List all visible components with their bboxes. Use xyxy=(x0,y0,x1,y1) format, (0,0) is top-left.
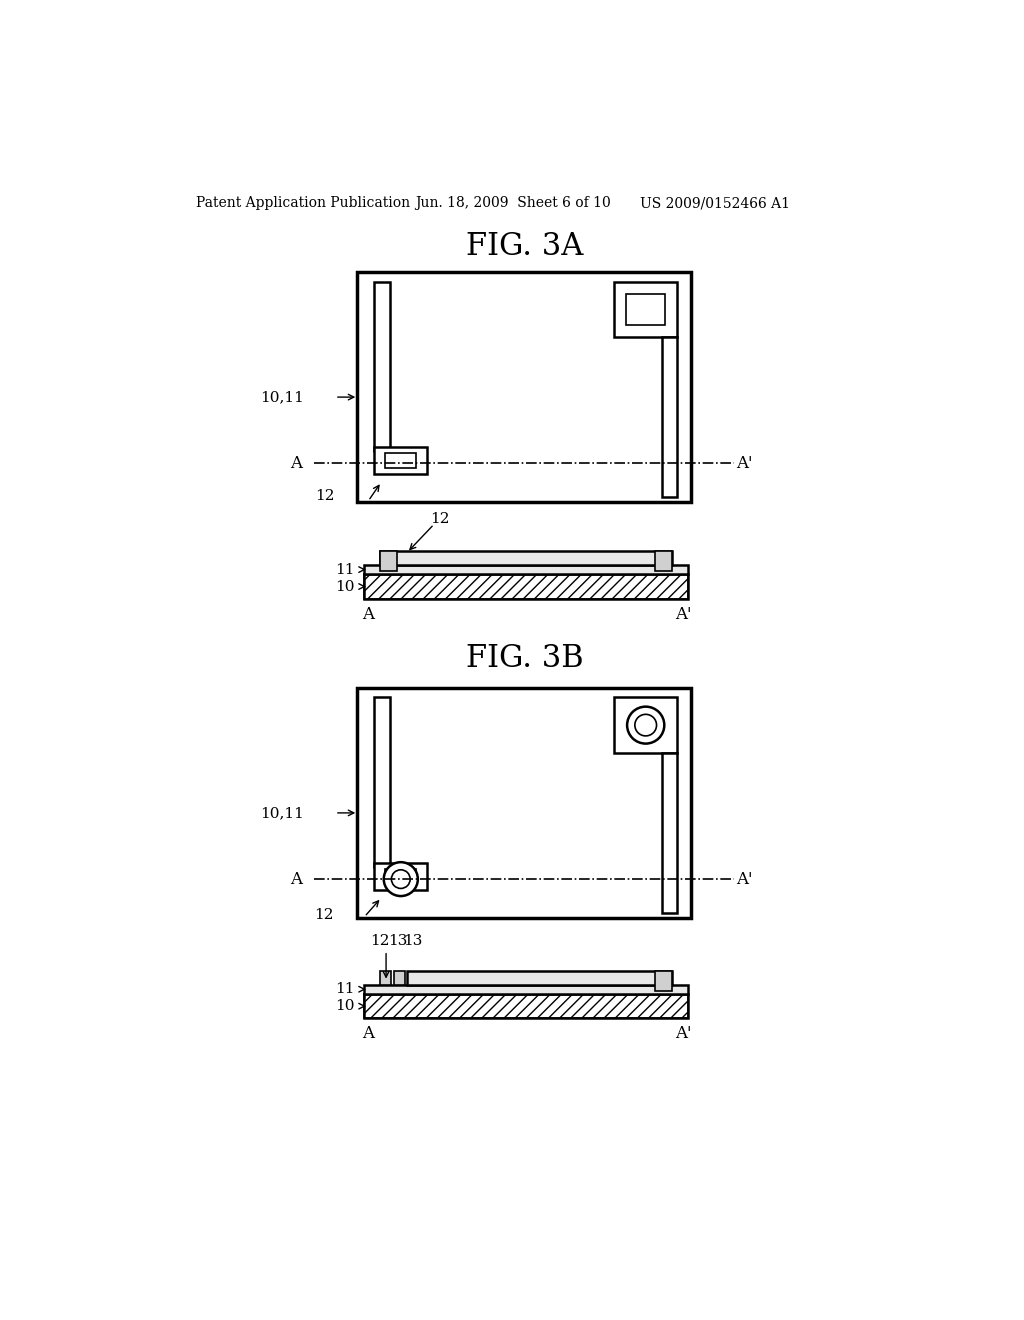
Bar xyxy=(655,970,672,991)
Text: A: A xyxy=(291,455,302,471)
Text: A: A xyxy=(362,606,374,623)
Text: 11: 11 xyxy=(336,562,355,577)
Bar xyxy=(375,697,390,867)
Bar xyxy=(365,574,687,599)
Text: Jun. 18, 2009  Sheet 6 of 10: Jun. 18, 2009 Sheet 6 of 10 xyxy=(415,197,610,210)
Text: Patent Application Publication: Patent Application Publication xyxy=(197,197,411,210)
Circle shape xyxy=(627,706,665,743)
Bar xyxy=(385,869,417,884)
Bar xyxy=(365,565,687,574)
Text: 10,11: 10,11 xyxy=(260,807,304,820)
Text: 13: 13 xyxy=(388,935,407,949)
Text: FIG. 3B: FIG. 3B xyxy=(466,643,584,675)
Bar xyxy=(662,752,678,913)
Bar xyxy=(662,337,678,498)
Text: 10,11: 10,11 xyxy=(260,391,304,404)
Text: 12: 12 xyxy=(314,908,334,921)
Bar xyxy=(375,447,427,474)
Bar xyxy=(380,552,397,572)
Circle shape xyxy=(384,862,418,896)
Bar xyxy=(380,552,672,565)
Text: FIG. 3A: FIG. 3A xyxy=(466,231,584,263)
Bar xyxy=(375,863,427,890)
Bar xyxy=(365,985,687,994)
Text: US 2009/0152466 A1: US 2009/0152466 A1 xyxy=(640,197,790,210)
Text: A': A' xyxy=(676,1026,692,1043)
Bar xyxy=(365,994,687,1019)
Bar xyxy=(394,970,404,985)
Bar xyxy=(627,294,665,325)
Text: 12: 12 xyxy=(371,935,390,949)
Text: A': A' xyxy=(736,455,753,471)
Bar xyxy=(365,994,687,1019)
Text: 10: 10 xyxy=(336,999,355,1014)
Text: 12: 12 xyxy=(315,488,335,503)
Circle shape xyxy=(391,870,411,888)
Text: 10: 10 xyxy=(336,579,355,594)
Bar xyxy=(655,552,672,572)
Text: 13: 13 xyxy=(403,935,423,949)
Text: A': A' xyxy=(676,606,692,623)
Bar xyxy=(385,453,417,469)
Text: 11: 11 xyxy=(336,982,355,997)
Bar xyxy=(407,970,672,985)
Text: A': A' xyxy=(736,871,753,887)
Text: 12: 12 xyxy=(430,512,450,525)
Bar xyxy=(380,970,391,985)
Bar xyxy=(356,272,691,502)
Bar xyxy=(365,574,687,599)
Bar xyxy=(356,688,691,917)
Bar xyxy=(614,281,678,337)
Circle shape xyxy=(635,714,656,737)
Bar xyxy=(614,697,678,752)
Text: A: A xyxy=(362,1026,374,1043)
Bar xyxy=(375,281,390,451)
Text: A: A xyxy=(291,871,302,887)
